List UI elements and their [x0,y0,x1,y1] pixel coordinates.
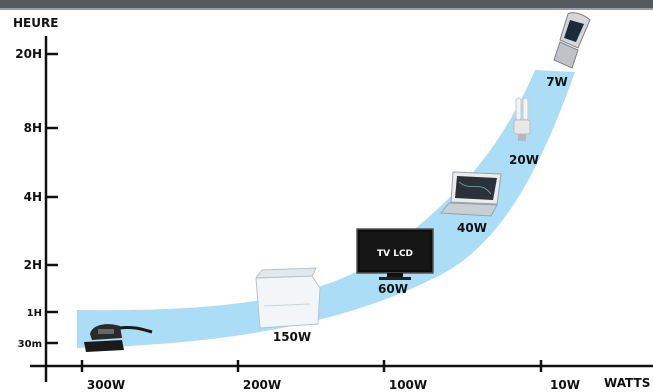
point-label: 7W [546,75,568,89]
y-tick-label: 1H [27,308,42,319]
top-strip [0,0,653,8]
point-label: 40W [457,221,487,235]
x-tick-label: 300W [87,378,125,392]
x-tick-label: 10W [550,378,580,392]
flip-phone-icon [553,12,591,69]
y-ticks: 30m 1H 2H 4H 8H 20H [15,47,58,350]
tv-lcd-icon: TV LCD [356,228,434,280]
y-axis-title: HEURE [13,16,58,30]
point-label: 20W [509,153,539,167]
sander-icon [84,324,153,352]
laptop-icon [440,171,502,217]
x-ticks: 300W 200W 100W 10W [80,360,580,392]
freezer-icon [254,267,321,329]
tv-screen-text: TV LCD [377,249,413,259]
x-tick-label: 200W [243,378,281,392]
y-tick-label: 8H [24,121,42,135]
point-label: 60W [378,282,408,296]
y-tick-label: 2H [24,258,42,272]
top-strip-shadow [0,8,653,10]
trend-band [77,70,575,348]
y-tick-label: 30m [18,339,42,350]
point-labels: 150W 60W 40W 20W 7W [273,75,568,344]
cfl-bulb-icon [513,97,531,141]
x-axis-title: WATTS [604,376,650,390]
x-tick-label: 100W [389,378,427,392]
y-tick-label: 4H [24,190,42,204]
point-label: 150W [273,330,311,344]
y-tick-label: 20H [15,47,42,61]
